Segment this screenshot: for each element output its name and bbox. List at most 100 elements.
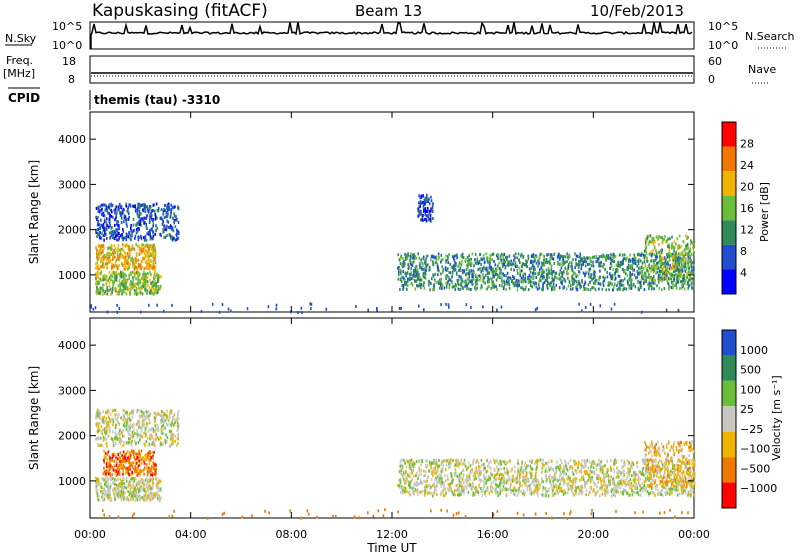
data-cell [584, 462, 587, 466]
data-cell [605, 257, 607, 261]
data-cell [112, 439, 114, 443]
data-cell [130, 461, 133, 465]
data-cell [687, 269, 690, 273]
data-cell [135, 289, 137, 293]
data-cell [135, 452, 137, 456]
data-cell [172, 442, 175, 446]
data-cell [138, 485, 141, 489]
data-cell [458, 263, 460, 267]
data-cell [154, 258, 156, 262]
data-cell [546, 279, 548, 282]
data-cell [456, 272, 458, 276]
data-cell [415, 264, 418, 268]
data-cell [493, 283, 496, 287]
data-cell [141, 421, 143, 425]
data-cell [128, 266, 131, 270]
data-cell [614, 283, 616, 287]
data-cell [661, 485, 664, 488]
data-cell [672, 286, 674, 290]
data-cell [501, 276, 503, 280]
data-cell [636, 253, 639, 257]
data-cell [665, 487, 667, 490]
data-cell [480, 487, 482, 490]
data-cell [117, 292, 120, 296]
data-cell [657, 277, 659, 281]
data-cell [109, 259, 112, 263]
data-cell [111, 459, 113, 462]
data-cell [416, 268, 419, 272]
data-cell [410, 271, 412, 275]
data-cell [425, 263, 427, 267]
data-cell [167, 423, 169, 427]
data-cell [481, 267, 484, 271]
data-cell [668, 254, 671, 258]
data-cell [482, 490, 484, 493]
data-cell [135, 277, 137, 281]
data-cell [618, 281, 621, 284]
data-cell [405, 280, 408, 284]
data-cell [630, 283, 633, 287]
data-cell [156, 482, 158, 486]
data-cell [117, 249, 119, 253]
data-cell [654, 255, 657, 259]
data-cell [493, 260, 495, 263]
data-cell [101, 486, 103, 490]
data-cell [615, 475, 617, 479]
data-cell [96, 477, 98, 481]
data-cell [95, 476, 97, 480]
data-cell [608, 283, 610, 287]
data-cell [105, 288, 108, 292]
data-cell [246, 307, 249, 311]
data-cell [106, 421, 108, 425]
data-cell [460, 476, 462, 480]
data-cell [504, 487, 506, 491]
data-cell [663, 287, 666, 290]
data-cell [550, 264, 553, 268]
data-cell [115, 456, 117, 460]
data-cell [104, 432, 107, 436]
data-cell [128, 440, 131, 444]
data-cell [438, 269, 440, 273]
data-cell [138, 469, 141, 472]
data-cell [114, 482, 116, 486]
data-cell [441, 482, 443, 486]
data-cell [642, 253, 645, 257]
data-cell [106, 458, 108, 462]
data-cell [462, 256, 465, 259]
data-cell [106, 292, 108, 296]
data-cell [685, 245, 688, 249]
data-cell [141, 217, 143, 221]
data-cell [521, 469, 524, 473]
data-cell [662, 262, 665, 265]
data-cell [137, 235, 139, 239]
data-cell [446, 273, 448, 277]
data-cell [652, 268, 654, 272]
data-cell [114, 279, 116, 283]
data-cell [515, 265, 517, 269]
data-cell [100, 270, 103, 274]
data-cell [97, 219, 100, 223]
data-cell [550, 483, 552, 487]
data-cell [120, 284, 122, 288]
data-cell [667, 261, 669, 264]
data-cell [415, 270, 417, 273]
data-cell [675, 263, 678, 266]
data-cell [532, 263, 534, 267]
data-cell [650, 240, 652, 244]
data-cell [598, 287, 600, 291]
data-cell [692, 486, 694, 490]
data-cell [558, 286, 561, 290]
data-cell [127, 217, 130, 221]
data-cell [148, 254, 151, 258]
data-cell [100, 278, 102, 282]
data-cell [584, 272, 586, 276]
data-cell [156, 208, 159, 212]
data-cell [572, 280, 575, 283]
data-cell [108, 281, 111, 284]
data-cell [438, 255, 440, 259]
data-cell [143, 472, 145, 476]
data-cell [150, 247, 153, 251]
data-cell [428, 280, 431, 284]
cpid-label: CPID [8, 91, 40, 105]
data-cell [474, 252, 477, 256]
